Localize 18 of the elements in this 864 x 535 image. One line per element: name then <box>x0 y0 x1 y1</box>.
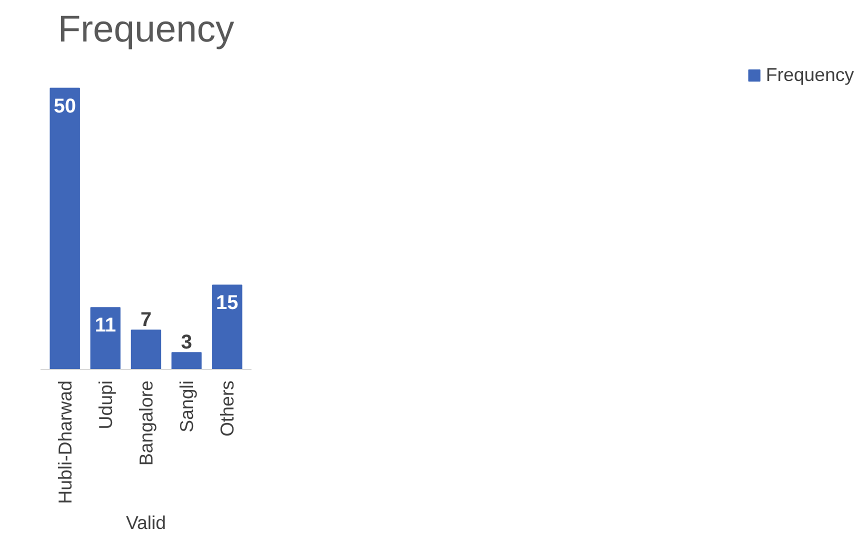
bar <box>130 330 162 370</box>
x-tick-label: Others <box>216 380 238 436</box>
bar <box>90 307 121 370</box>
bar <box>212 284 242 370</box>
legend-label: Frequency <box>766 64 854 86</box>
data-label: 7 <box>140 309 152 332</box>
x-tick-label: Sangli <box>176 380 198 432</box>
data-label: 15 <box>216 292 238 314</box>
x-tick-label: Udupi <box>94 380 116 430</box>
x-axis-title: Valid <box>126 512 166 533</box>
bar <box>171 352 202 370</box>
bar <box>50 88 80 370</box>
chart-title: Frequency <box>58 8 235 50</box>
data-label: 3 <box>181 332 192 354</box>
data-label: 11 <box>94 314 116 337</box>
data-label: 50 <box>54 95 76 118</box>
x-tick-label: Hubli-Dharwad <box>54 380 76 504</box>
x-tick-label: Bangalore <box>136 380 156 466</box>
